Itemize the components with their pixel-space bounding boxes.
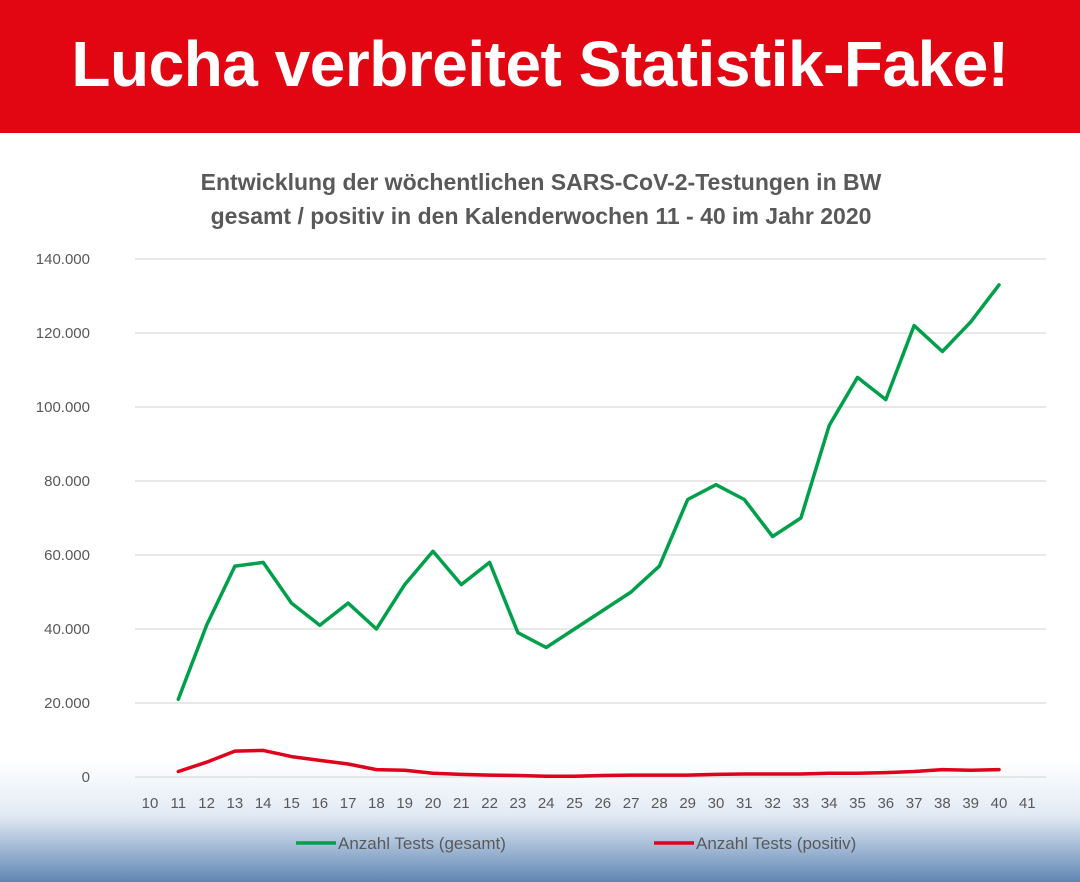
y-tick-label: 140.000 bbox=[36, 251, 90, 268]
x-tick-label: 23 bbox=[510, 795, 527, 812]
x-tick-label: 14 bbox=[255, 795, 272, 812]
chart-subtitle: gesamt / positiv in den Kalenderwochen 1… bbox=[211, 203, 872, 229]
x-tick-label: 35 bbox=[849, 795, 866, 812]
x-tick-label: 27 bbox=[623, 795, 640, 812]
x-tick-label: 13 bbox=[227, 795, 244, 812]
x-tick-label: 41 bbox=[1019, 795, 1036, 812]
x-tick-label: 25 bbox=[566, 795, 583, 812]
chart-title: Entwicklung der wöchentlichen SARS-CoV-2… bbox=[201, 169, 882, 195]
legend: Anzahl Tests (gesamt) Anzahl Tests (posit… bbox=[296, 834, 856, 853]
headline-text: Lucha verbreitet Statistik-Fake! bbox=[71, 27, 1009, 100]
x-tick-label: 30 bbox=[708, 795, 725, 812]
y-tick-label: 100.000 bbox=[36, 399, 90, 416]
x-tick-label: 34 bbox=[821, 795, 838, 812]
x-tick-label: 39 bbox=[962, 795, 979, 812]
y-tick-label: 20.000 bbox=[44, 695, 90, 712]
x-tick-label: 40 bbox=[991, 795, 1008, 812]
y-tick-label: 40.000 bbox=[44, 621, 90, 638]
x-tick-label: 31 bbox=[736, 795, 753, 812]
series-lines bbox=[176, 283, 1001, 779]
x-tick-label: 15 bbox=[283, 795, 300, 812]
bottom-gradient bbox=[0, 760, 1080, 882]
headline-banner: Lucha verbreitet Statistik-Fake! bbox=[0, 0, 1080, 133]
x-tick-label: 36 bbox=[877, 795, 894, 812]
x-tick-label: 24 bbox=[538, 795, 555, 812]
legend-label: Anzahl Tests (positiv) bbox=[696, 834, 856, 853]
x-tick-label: 10 bbox=[142, 795, 159, 812]
x-tick-label: 20 bbox=[425, 795, 442, 812]
x-tick-label: 26 bbox=[594, 795, 611, 812]
x-tick-label: 18 bbox=[368, 795, 385, 812]
gridlines bbox=[135, 258, 1046, 778]
legend-label: Anzahl Tests (gesamt) bbox=[338, 834, 506, 853]
series-line-positiv bbox=[176, 748, 1001, 779]
x-tick-label: 12 bbox=[198, 795, 215, 812]
x-tick-label: 38 bbox=[934, 795, 951, 812]
x-tick-label: 32 bbox=[764, 795, 781, 812]
x-tick-label: 37 bbox=[906, 795, 923, 812]
x-tick-label: 21 bbox=[453, 795, 470, 812]
y-tick-label: 60.000 bbox=[44, 547, 90, 564]
x-tick-label: 22 bbox=[481, 795, 498, 812]
x-tick-label: 17 bbox=[340, 795, 357, 812]
x-tick-label: 33 bbox=[793, 795, 810, 812]
x-tick-label: 19 bbox=[396, 795, 413, 812]
y-tick-label: 80.000 bbox=[44, 473, 90, 490]
y-tick-label: 120.000 bbox=[36, 325, 90, 342]
y-axis-labels: 0 20.000 40.000 60.000 80.000 100.000 120.000 1… bbox=[36, 251, 90, 786]
y-tick-label: 0 bbox=[82, 769, 90, 786]
x-axis-labels: 10 11 12 13 14 15 16 17 18 19 20 21 22 23 24 25 26 27 28 29… bbox=[142, 795, 1036, 812]
x-tick-label: 11 bbox=[171, 795, 187, 812]
series-line-gesamt bbox=[176, 283, 1001, 702]
x-tick-label: 28 bbox=[651, 795, 668, 812]
x-tick-label: 29 bbox=[679, 795, 696, 812]
x-tick-label: 16 bbox=[311, 795, 328, 812]
